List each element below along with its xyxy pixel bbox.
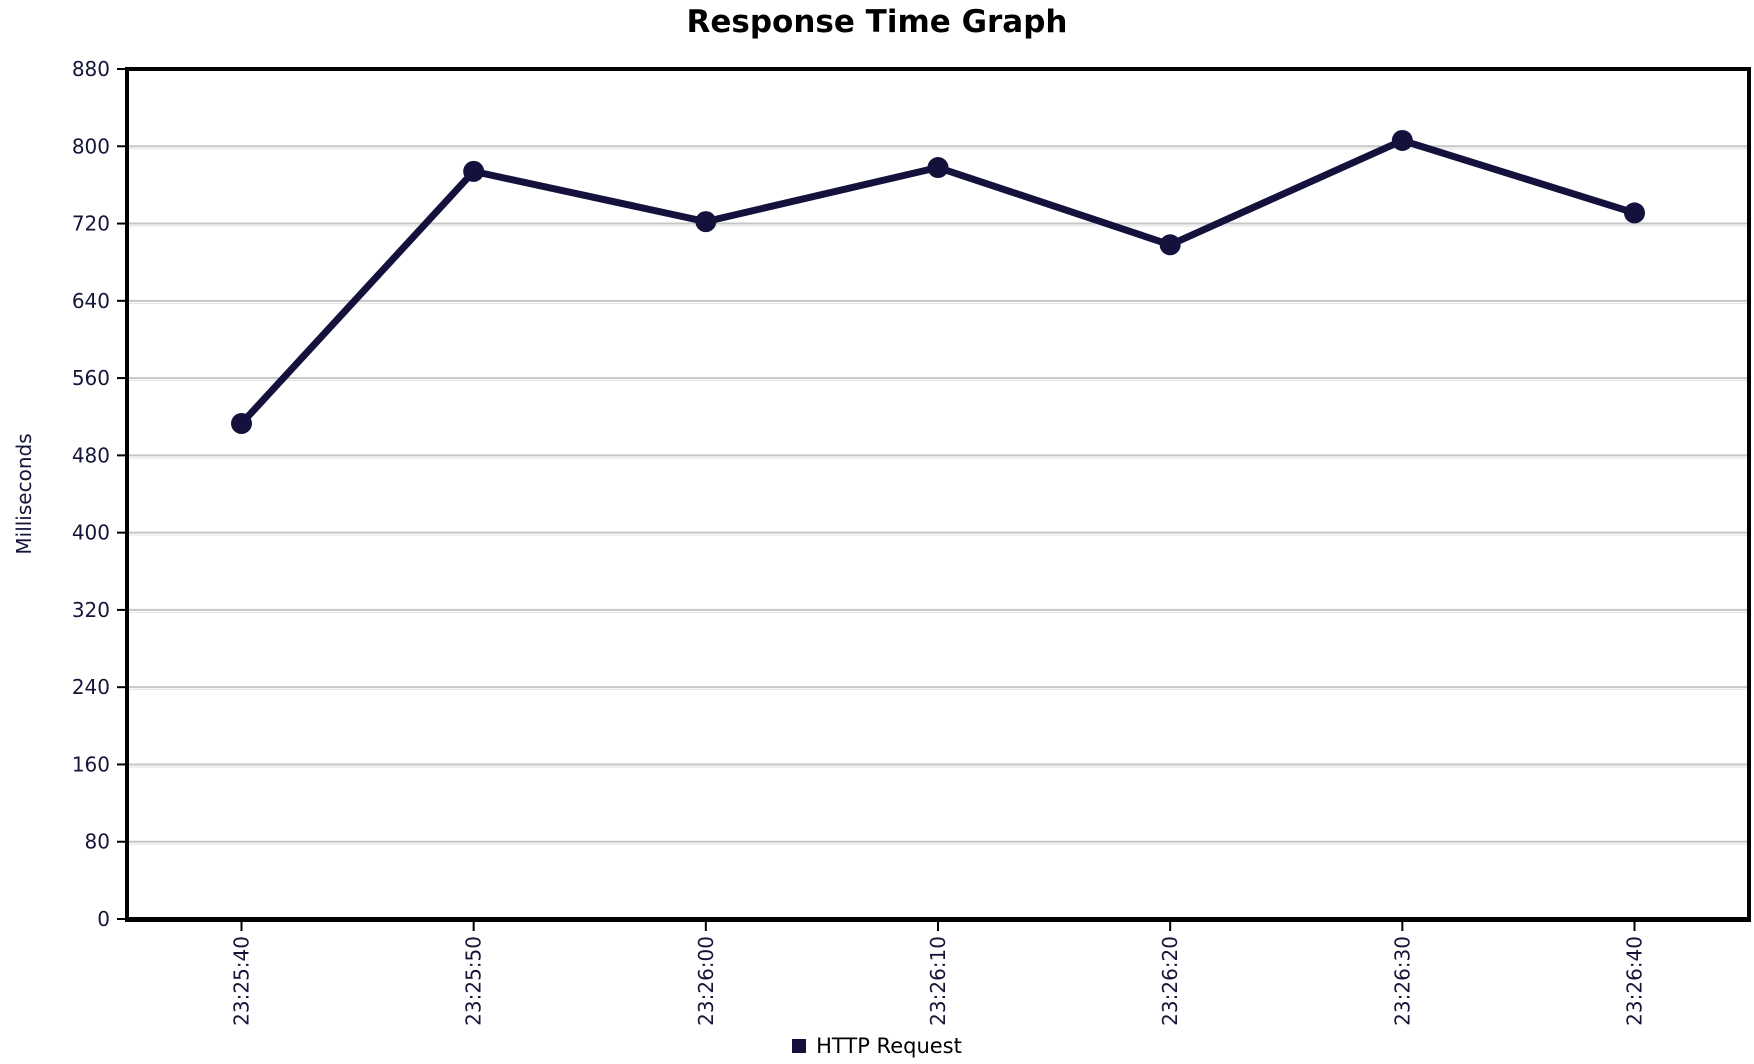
y-tick-label: 400 (72, 521, 110, 545)
data-point (927, 157, 949, 179)
y-tick-label: 80 (85, 830, 110, 854)
x-tick-label: 23:25:40 (230, 936, 254, 1026)
x-tick-label: 23:26:00 (694, 936, 718, 1026)
y-tick-label: 160 (72, 752, 110, 776)
y-tick-label: 880 (72, 57, 110, 81)
y-tick-label: 720 (72, 212, 110, 236)
y-tick-label: 640 (72, 289, 110, 313)
legend-swatch-icon (792, 1039, 807, 1053)
chart-title: Response Time Graph (686, 4, 1068, 40)
x-tick-label: 23:25:50 (462, 936, 486, 1026)
data-point (463, 160, 485, 182)
legend: HTTP Request (0, 1034, 1754, 1058)
y-tick-label: 240 (72, 675, 110, 699)
data-point (1391, 129, 1413, 151)
x-tick-label: 23:26:20 (1158, 936, 1182, 1026)
x-tick-label: 23:26:30 (1390, 936, 1414, 1026)
y-tick-label: 0 (97, 907, 110, 931)
y-tick-label: 480 (72, 443, 110, 467)
legend-series-label: HTTP Request (816, 1034, 962, 1058)
x-tick-label: 23:26:10 (926, 936, 950, 1026)
data-point (1159, 234, 1181, 256)
y-tick-label: 560 (72, 366, 110, 390)
data-point (1624, 202, 1645, 224)
data-point (695, 211, 717, 233)
plot-border (125, 67, 1751, 921)
y-tick-label: 320 (72, 598, 110, 622)
data-point (231, 412, 252, 434)
x-tick-label: 23:26:40 (1623, 936, 1647, 1026)
y-tick-label: 800 (72, 134, 110, 158)
